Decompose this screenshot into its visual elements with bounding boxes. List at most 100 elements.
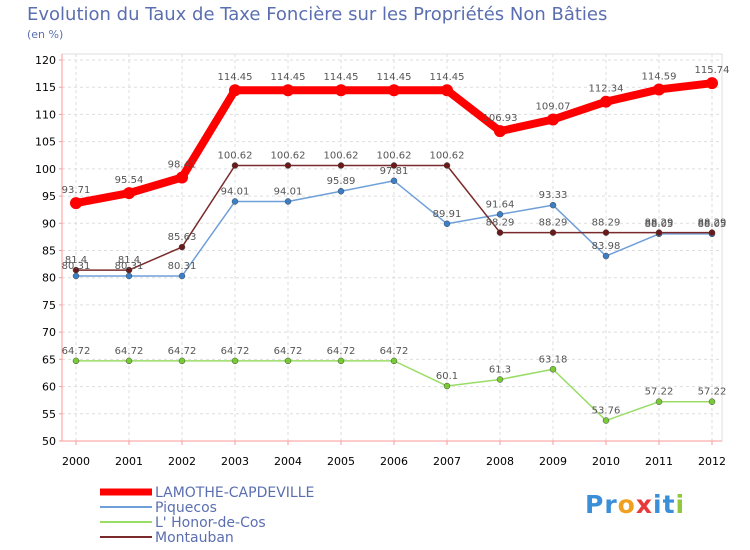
x-tick-label: 2002: [168, 455, 196, 468]
series-point-0: [600, 95, 612, 108]
data-label-1: 83.98: [592, 241, 621, 252]
legend-label-2: L' Honor-de-Cos: [155, 515, 266, 531]
logo-letter: r: [604, 490, 618, 519]
series-point-3: [708, 229, 716, 236]
x-tick-label: 2001: [115, 455, 143, 468]
data-label-1: 89.91: [433, 209, 462, 220]
y-tick-label: 85: [42, 245, 56, 258]
chart-title: Evolution du Taux de Taxe Foncière sur l…: [27, 4, 608, 25]
series-point-3: [549, 229, 557, 236]
series-point-2: [178, 357, 186, 365]
y-tick-label: 70: [42, 326, 56, 339]
legend-label-1: Piquecos: [155, 500, 217, 516]
series-point-0: [547, 113, 559, 126]
series-point-3: [231, 162, 239, 169]
data-label-1: 80.31: [115, 261, 144, 272]
data-label-1: 80.31: [62, 261, 91, 272]
x-tick-label: 2003: [221, 455, 249, 468]
series-point-0: [335, 84, 347, 97]
series-point-0: [70, 197, 82, 210]
series-point-3: [443, 162, 451, 169]
data-label-3: 100.62: [430, 150, 465, 161]
data-label-2: 60.1: [436, 371, 458, 382]
data-label-0: 114.59: [642, 71, 677, 82]
logo-letter: o: [617, 490, 636, 519]
series-point-1: [496, 211, 504, 218]
data-label-3: 85.63: [168, 232, 197, 243]
series-point-2: [337, 357, 345, 365]
data-label-1: 94.01: [221, 186, 250, 197]
y-tick-label: 120: [35, 54, 56, 67]
data-label-0: 114.45: [377, 72, 412, 83]
data-label-0: 109.07: [536, 101, 571, 112]
data-label-2: 53.76: [592, 406, 621, 417]
axes: 50 55 60 65 70 75 80 85 90 95 100 105 110 115 120 2000 2…: [35, 54, 726, 468]
series-point-2: [231, 357, 239, 365]
series-point-2: [125, 357, 133, 365]
logo-letter: i: [675, 490, 686, 519]
series-point-1: [284, 198, 292, 205]
series-point-0: [441, 84, 453, 97]
data-label-3: 88.29: [486, 218, 515, 229]
series-point-1: [178, 272, 186, 280]
y-tick-label: 115: [35, 81, 56, 94]
grid: [61, 53, 723, 442]
data-label-1: 80.31: [168, 261, 197, 272]
series-point-2: [72, 357, 80, 365]
y-tick-label: 90: [42, 217, 56, 230]
data-label-2: 64.72: [221, 346, 250, 357]
series-point-3: [125, 266, 133, 274]
series-point-1: [337, 187, 345, 195]
y-tick-label: 65: [42, 353, 56, 366]
data-label-3: 100.62: [324, 150, 359, 161]
series-point-2: [655, 398, 663, 405]
series-point-2: [390, 357, 398, 365]
series-point-3: [284, 162, 292, 169]
data-label-3: 88.29: [645, 218, 674, 229]
y-tick-label: 75: [42, 299, 56, 312]
data-label-3: 100.62: [271, 150, 306, 161]
data-label-3: 81.4: [118, 255, 140, 266]
data-label-2: 64.72: [168, 346, 197, 357]
chart-subtitle: (en %): [27, 28, 64, 41]
data-label-2: 64.72: [274, 346, 303, 357]
series-point-0: [706, 77, 718, 90]
y-tick-label: 50: [42, 435, 56, 448]
data-label-0: 112.34: [589, 84, 624, 95]
data-label-0: 114.45: [324, 72, 359, 83]
series-point-1: [125, 272, 133, 280]
series-point-2: [496, 376, 504, 383]
logo-letter: t: [662, 490, 676, 519]
plot-area: [61, 53, 723, 442]
y-tick-label: 55: [42, 408, 56, 421]
data-label-1: 94.01: [274, 186, 303, 197]
data-label-2: 57.22: [698, 387, 727, 398]
data-label-0: 95.54: [115, 175, 144, 186]
data-label-0: 93.71: [62, 185, 91, 196]
series-point-3: [602, 229, 610, 236]
data-label-0: 114.45: [430, 72, 465, 83]
data-labels: 64.72 64.72 64.72 64.72 64.72 64.72 64.72 60.1 6…: [62, 65, 730, 416]
data-label-0: 115.74: [695, 65, 730, 76]
series-point-0: [229, 84, 241, 97]
logo-letter: i: [653, 490, 663, 519]
series-point-1: [549, 201, 557, 209]
data-label-0: 114.45: [218, 72, 253, 83]
data-label-1: 88.05: [645, 219, 674, 230]
x-tick-label: 2011: [645, 455, 673, 468]
data-label-2: 61.3: [489, 364, 511, 375]
series-point-2: [284, 357, 292, 365]
data-label-2: 64.72: [327, 346, 356, 357]
data-label-2: 64.72: [62, 346, 91, 357]
data-label-3: 81.4: [65, 255, 87, 266]
series-group: [70, 77, 718, 424]
data-label-1: 97.81: [380, 166, 409, 177]
x-tick-label: 2005: [327, 455, 355, 468]
legend-label-0: LAMOTHE-CAPDEVILLE: [155, 485, 314, 501]
x-tick-label: 2010: [592, 455, 620, 468]
series-point-0: [653, 83, 665, 96]
series-point-2: [443, 382, 451, 390]
